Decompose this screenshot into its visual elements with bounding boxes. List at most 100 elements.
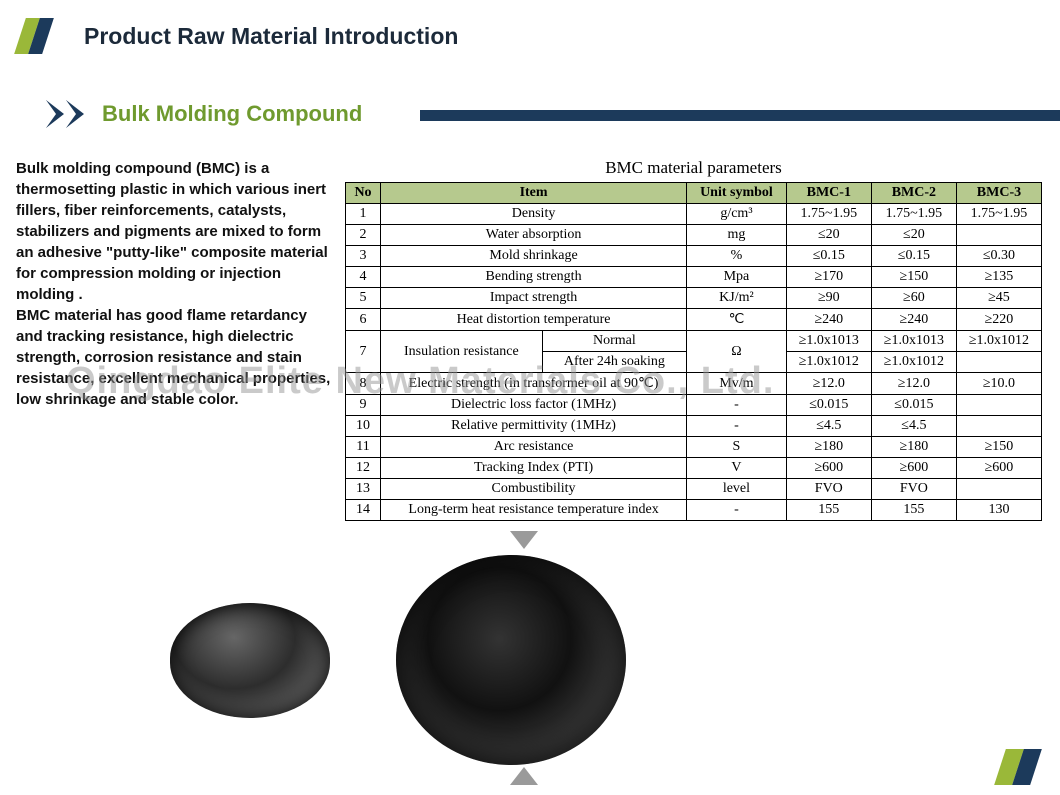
table-header-row: No Item Unit symbol BMC-1 BMC-2 BMC-3 — [346, 183, 1042, 204]
table-cell: Water absorption — [381, 225, 687, 246]
table-row: 9Dielectric loss factor (1MHz)-≤0.015≤0.… — [346, 395, 1042, 416]
header: Product Raw Material Introduction — [0, 0, 1060, 54]
table-cell: g/cm³ — [687, 204, 787, 225]
table-cell: Dielectric loss factor (1MHz) — [381, 395, 687, 416]
th-bmc2: BMC-2 — [871, 183, 956, 204]
table-cell: Long-term heat resistance temperature in… — [381, 500, 687, 521]
table-cell — [956, 225, 1041, 246]
th-unit: Unit symbol — [687, 183, 787, 204]
table-cell: - — [687, 395, 787, 416]
table-cell: 3 — [346, 246, 381, 267]
page-title: Product Raw Material Introduction — [84, 23, 458, 50]
table-cell: ≥150 — [871, 267, 956, 288]
table-cell: ≤0.015 — [871, 395, 956, 416]
divider — [420, 110, 1060, 121]
table-cell: 1 — [346, 204, 381, 225]
table-cell: ≤0.15 — [786, 246, 871, 267]
table-cell: ≥1.0x1012 — [956, 331, 1041, 352]
table-cell — [956, 416, 1041, 437]
table-cell: Heat distortion temperature — [381, 309, 687, 331]
table-cell: 130 — [956, 500, 1041, 521]
table-cell: ≥135 — [956, 267, 1041, 288]
table-cell: ≥240 — [786, 309, 871, 331]
table-cell: 13 — [346, 479, 381, 500]
desc-p1: Bulk molding compound (BMC) is a thermos… — [16, 160, 328, 303]
table-cell: - — [687, 416, 787, 437]
table-caption: BMC material parameters — [345, 158, 1042, 178]
table-cell: Mv/m — [687, 373, 787, 395]
table-cell: ≥1.0x1012 — [871, 352, 956, 373]
table-row: 1Densityg/cm³1.75~1.951.75~1.951.75~1.95 — [346, 204, 1042, 225]
table-cell: 6 — [346, 309, 381, 331]
table-row: 8Electric strength (in transformer oil a… — [346, 373, 1042, 395]
parameters-table: No Item Unit symbol BMC-1 BMC-2 BMC-3 1D… — [345, 182, 1042, 521]
table-cell: 11 — [346, 437, 381, 458]
table-cell: FVO — [871, 479, 956, 500]
header-logo-icon — [20, 18, 56, 54]
triangle-up-icon — [510, 767, 538, 785]
table-cell: ≥600 — [871, 458, 956, 479]
table-cell: ≥150 — [956, 437, 1041, 458]
table-cell: ≤0.15 — [871, 246, 956, 267]
table-cell: mg — [687, 225, 787, 246]
table-cell: ≥240 — [871, 309, 956, 331]
table-cell: 155 — [786, 500, 871, 521]
table-cell: ≥220 — [956, 309, 1041, 331]
table-cell: % — [687, 246, 787, 267]
table-cell: Insulation resistance — [381, 331, 543, 373]
table-cell: 1.75~1.95 — [786, 204, 871, 225]
table-cell: ≥180 — [871, 437, 956, 458]
chevron-icon — [46, 100, 84, 128]
footer-logo-icon — [994, 749, 1042, 785]
table-row: 7Insulation resistanceNormalΩ≥1.0x1013≥1… — [346, 331, 1042, 352]
table-cell: ≥170 — [786, 267, 871, 288]
table-cell: 4 — [346, 267, 381, 288]
th-item: Item — [381, 183, 687, 204]
table-cell: ≤4.5 — [786, 416, 871, 437]
desc-p2: BMC material has good flame retardancy a… — [16, 307, 330, 408]
table-cell: ≥600 — [956, 458, 1041, 479]
table-cell: Combustibility — [381, 479, 687, 500]
triangle-down-icon — [510, 531, 538, 549]
table-cell: ≤20 — [786, 225, 871, 246]
table-cell: Impact strength — [381, 288, 687, 309]
table-cell: 1.75~1.95 — [871, 204, 956, 225]
table-cell: ≥1.0x1013 — [786, 331, 871, 352]
table-cell — [956, 479, 1041, 500]
table-cell: ≤0.015 — [786, 395, 871, 416]
table-row: 5Impact strengthKJ/m²≥90≥60≥45 — [346, 288, 1042, 309]
table-cell: ≥90 — [786, 288, 871, 309]
material-photos — [170, 555, 626, 765]
table-row: 3Mold shrinkage%≤0.15≤0.15≤0.30 — [346, 246, 1042, 267]
table-cell: ≥12.0 — [786, 373, 871, 395]
table-cell: ≥10.0 — [956, 373, 1041, 395]
table-cell: KJ/m² — [687, 288, 787, 309]
table-row: 10Relative permittivity (1MHz)-≤4.5≤4.5 — [346, 416, 1042, 437]
table-cell — [956, 352, 1041, 373]
table-cell: S — [687, 437, 787, 458]
table-cell: 7 — [346, 331, 381, 373]
subheader: Bulk Molding Compound — [0, 100, 1060, 128]
table-cell: 9 — [346, 395, 381, 416]
table-row: 13CombustibilitylevelFVOFVO — [346, 479, 1042, 500]
table-cell: ≥45 — [956, 288, 1041, 309]
table-cell: 5 — [346, 288, 381, 309]
table-cell: ≥1.0x1012 — [786, 352, 871, 373]
table-cell: 2 — [346, 225, 381, 246]
table-row: 12Tracking Index (PTI)V≥600≥600≥600 — [346, 458, 1042, 479]
table-cell: Normal — [542, 331, 686, 352]
table-cell: Ω — [687, 331, 787, 373]
table-cell: ≤20 — [871, 225, 956, 246]
table-cell — [956, 395, 1041, 416]
table-cell: ≥12.0 — [871, 373, 956, 395]
table-cell: Density — [381, 204, 687, 225]
table-cell: FVO — [786, 479, 871, 500]
table-cell: ℃ — [687, 309, 787, 331]
table-row: 6Heat distortion temperature℃≥240≥240≥22… — [346, 309, 1042, 331]
table-cell: ≤0.30 — [956, 246, 1041, 267]
th-bmc3: BMC-3 — [956, 183, 1041, 204]
table-row: 4Bending strengthMpa≥170≥150≥135 — [346, 267, 1042, 288]
table-cell: Arc resistance — [381, 437, 687, 458]
table-cell: Relative permittivity (1MHz) — [381, 416, 687, 437]
table-cell: 8 — [346, 373, 381, 395]
